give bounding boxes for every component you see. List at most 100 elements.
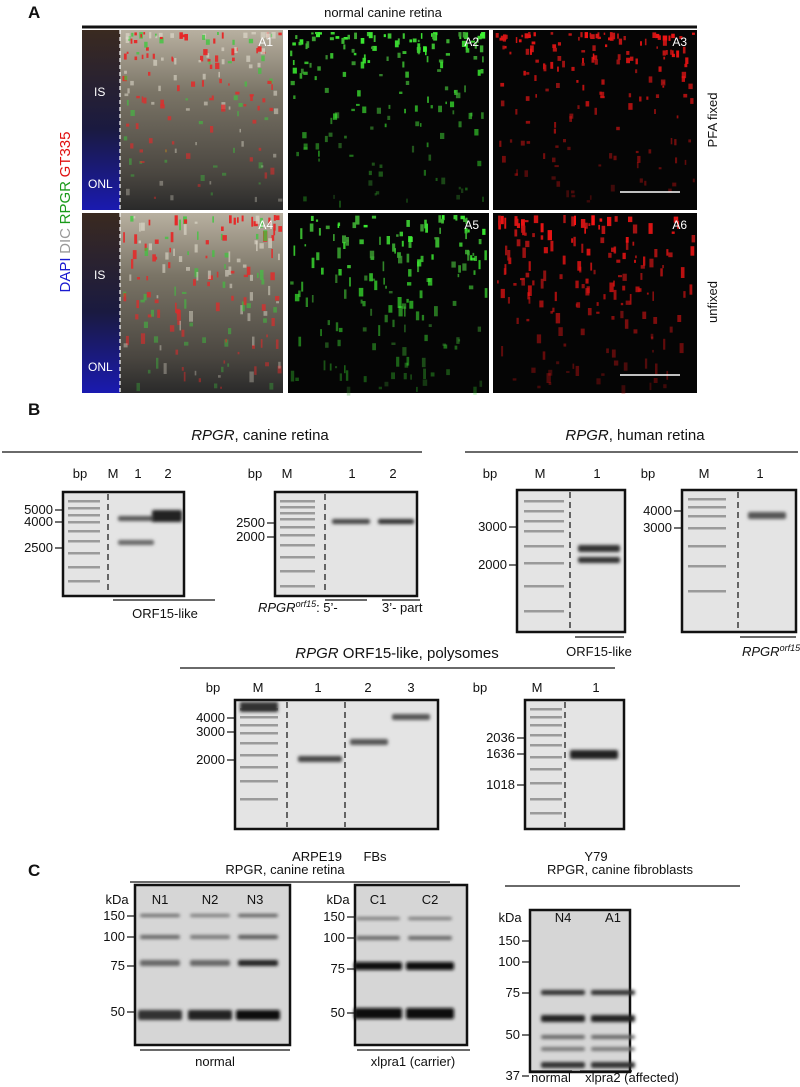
signal <box>655 363 658 375</box>
signal <box>431 43 435 50</box>
signal <box>137 277 140 280</box>
signal <box>428 324 432 327</box>
signal <box>268 285 271 296</box>
ladder-band <box>530 716 562 719</box>
signal <box>384 314 388 323</box>
signal <box>273 223 276 231</box>
signal <box>671 33 675 39</box>
ladder-band <box>280 544 315 547</box>
signal <box>575 303 578 307</box>
signal <box>221 226 224 231</box>
signal <box>148 243 152 251</box>
band <box>354 962 402 970</box>
signal <box>476 37 479 43</box>
signal <box>435 237 440 248</box>
signal <box>233 95 238 101</box>
signal <box>692 178 695 183</box>
signal <box>266 33 271 40</box>
size-marker: 150 <box>323 909 345 924</box>
signal <box>144 247 149 256</box>
signal <box>465 48 470 53</box>
signal <box>474 42 477 49</box>
signal <box>263 311 268 316</box>
signal <box>126 123 130 127</box>
signal <box>526 318 530 322</box>
signal <box>323 360 326 371</box>
signal <box>474 255 477 261</box>
signal <box>159 345 162 351</box>
signal <box>220 233 223 241</box>
signal <box>165 252 169 260</box>
signal <box>685 57 689 64</box>
signal <box>575 280 579 289</box>
size-marker: 2000 <box>478 557 507 572</box>
signal <box>202 73 206 80</box>
signal <box>248 64 253 69</box>
signal <box>650 333 654 339</box>
signal <box>591 215 595 226</box>
signal <box>374 193 377 196</box>
signal <box>551 176 556 180</box>
signal <box>688 83 693 90</box>
ladder-band <box>524 610 564 613</box>
lane-label: C1 <box>370 892 387 907</box>
signal <box>633 329 638 334</box>
section-title: RPGR, canine retina <box>225 862 345 877</box>
signal <box>311 257 315 269</box>
ladder-band <box>280 534 315 537</box>
signal <box>186 153 191 159</box>
signal <box>534 75 537 81</box>
signal <box>191 81 196 87</box>
caption-text: : 5’- <box>316 600 338 615</box>
stain-name: RPGR <box>57 181 74 225</box>
signal <box>520 140 525 146</box>
signal <box>386 236 390 245</box>
signal <box>379 236 381 245</box>
signal <box>363 376 367 383</box>
signal <box>225 338 227 343</box>
band <box>356 917 400 920</box>
band <box>350 739 388 745</box>
signal <box>535 59 539 63</box>
signal <box>613 246 617 254</box>
signal <box>338 143 342 149</box>
signal <box>404 362 409 368</box>
ladder-band <box>68 500 100 503</box>
title-text: ORF15-like, polysomes <box>339 645 499 662</box>
signal <box>304 61 309 65</box>
signal <box>402 61 405 68</box>
signal <box>205 255 208 259</box>
signal <box>596 302 599 306</box>
signal <box>275 339 279 349</box>
signal <box>417 39 420 42</box>
signal <box>533 215 539 224</box>
signal <box>423 169 426 176</box>
signal <box>614 216 618 222</box>
signal <box>653 317 658 324</box>
signal <box>422 379 428 386</box>
signal <box>470 40 476 43</box>
signal <box>147 369 151 374</box>
signal <box>363 54 366 62</box>
signal <box>303 196 307 202</box>
signal <box>193 279 196 286</box>
signal <box>315 219 319 222</box>
signal <box>424 334 428 342</box>
signal <box>581 62 585 66</box>
signal <box>233 217 236 225</box>
signal <box>463 33 468 39</box>
lane-label: N3 <box>247 892 264 907</box>
signal <box>221 47 225 52</box>
signal <box>536 334 542 344</box>
signal <box>157 309 161 318</box>
signal <box>206 53 210 58</box>
signal <box>556 83 560 88</box>
signal <box>495 33 499 38</box>
signal <box>362 327 367 332</box>
signal <box>175 349 179 355</box>
ladder-band <box>240 716 278 719</box>
signal <box>337 247 341 259</box>
signal <box>203 101 208 106</box>
signal <box>585 288 590 296</box>
signal <box>501 346 504 357</box>
